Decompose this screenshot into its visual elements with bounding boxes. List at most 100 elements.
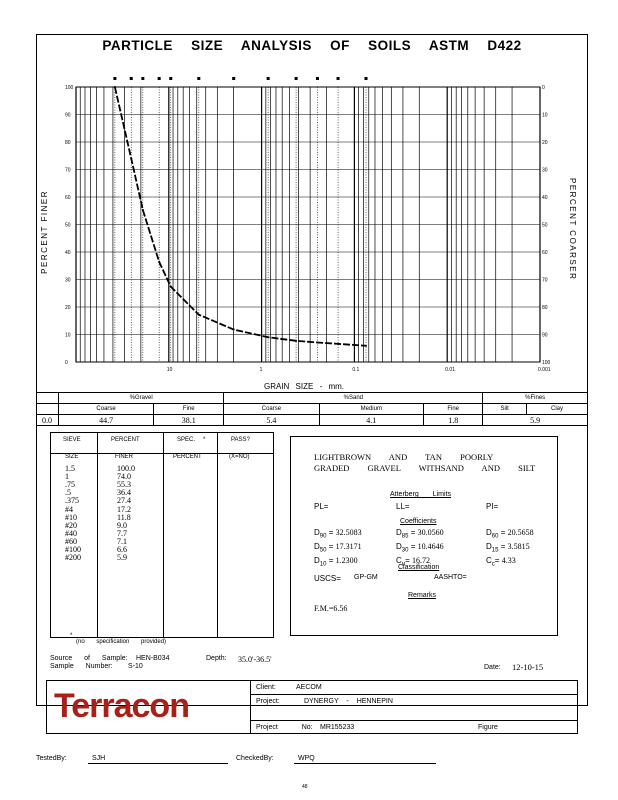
y-right-tick: 20 [542,140,548,146]
sieve-size: #100 [65,545,81,554]
sieve-size: #10 [65,512,77,522]
ll-label: LL= [396,502,410,511]
y-left-tick: 10 [65,333,71,339]
percent-header: PERCENT [111,437,140,443]
sieve-size: 1.5 [65,464,75,473]
data-point [141,208,144,211]
sieve-size: #40 [65,528,77,538]
data-point [337,342,340,345]
percent-finer: 5.9 [117,553,127,563]
sieve-marker [266,77,270,80]
size-header: SIZE [65,454,79,460]
pass-header: PASS? [231,437,250,443]
y-right-tick: 10 [542,113,548,119]
sieve-marker [169,77,173,80]
sieve-marker [141,77,145,80]
d10-value: 1.2300 [335,556,358,566]
source-value: HEN-B034 [136,655,170,662]
percent-finer: 55.3 [117,480,131,490]
sieve-size: #4 [65,504,73,514]
sub-header: Silt [482,403,528,415]
project-label: Project: [256,698,280,705]
x-tick: 0.001 [538,367,551,373]
pl-label: PL= [314,502,329,511]
coefficients-col1: D90 = 32.5083 D50 = 17.3171 D10 = 1.2300 [314,528,362,568]
header-fines: %Fines [482,392,588,404]
y-right-tick: 90 [542,333,548,339]
sieve-marker [315,77,319,80]
y-left-tick: 60 [65,195,71,201]
sieve-marker [129,77,133,80]
date-value: 12-10-15 [512,662,544,672]
value-sand-fine: 1.8 [423,414,484,426]
d90-value: 32.5083 [335,528,362,537]
data-point [158,260,161,263]
uscs-label: USCS= [314,574,341,583]
footnote-star: * [70,633,73,639]
percent-finer: 7.1 [117,536,127,546]
client-value: AECOM [296,684,322,691]
y-right-tick: 50 [542,223,548,229]
sub-header: Fine [423,403,484,415]
sub-header: Fine [153,403,225,415]
percent-finer: 74.0 [117,472,131,482]
footnote: (no specification provided) [76,639,167,645]
coefficients-heading: Coefficients [400,518,437,525]
value-sand-coarse: 5.4 [223,414,320,426]
header-sand: %Sand [223,392,484,404]
data-point [316,341,319,344]
y-right-tick: 80 [542,305,548,311]
d85-value: 30.0560 [417,528,444,537]
x-tick: 10 [167,367,173,373]
data-point [197,313,200,316]
company-logo: Terracon [54,687,190,725]
y-left-tick: 50 [65,223,71,229]
figure-label: Figure [478,724,498,731]
x-tick: 1 [260,367,263,373]
tested-by-label: TestedBy: [36,755,67,762]
percent-finer: 9.0 [117,520,127,530]
sieve-size: #200 [65,553,81,563]
value-gravel-fine: 38.1 [153,414,225,426]
y-axis-right-label: PERCENT COARSER [568,178,577,281]
sub-header: Clay [526,403,588,415]
sieve-marker [294,77,298,80]
percent-finer: 7.7 [117,528,127,538]
percent-finer: 36.4 [117,488,131,498]
gradation-breakdown-table: %Gravel %Sand %Fines Coarse Fine Coarse … [36,392,588,426]
footer-box [46,680,578,734]
star-header: * [203,437,206,443]
report-frame [36,34,588,706]
y-right-tick: 60 [542,250,548,256]
percent-finer: 100.0 [117,464,135,473]
project-no-value: MR155233 [320,724,355,731]
checked-by-label: CheckedBy: [236,755,274,762]
y-left-tick: 0 [65,360,68,366]
y-right-tick: 30 [542,168,548,174]
aashto-label: AASHTO= [434,574,467,581]
sieve-header: SIEVE [63,437,81,443]
sieve-marker [157,77,161,80]
uscs-value: GP-GM [354,574,378,581]
sub-header: Coarse [223,403,320,415]
y-left-tick: 90 [65,113,71,119]
cc-value: 4.33 [501,556,516,566]
sample-value: S-10 [128,663,143,670]
data-point [169,285,172,288]
sub-header: Coarse [57,403,155,415]
sieve-size: 1 [65,472,69,482]
data-point [267,336,270,339]
tested-by-value: SJH [92,755,106,762]
coefficients-col2: D85 = 30.0560 D30 = 10.4646 Cu= 16.72 [396,528,444,568]
percent-finer: 11.8 [117,512,131,522]
sieve-table: SIEVE PERCENT SPEC. * PASS? SIZE FINER P… [50,432,274,638]
y-left-tick: 100 [65,85,74,91]
date-label: Date: [484,664,501,671]
sieve-marker [232,77,236,80]
data-point [295,339,298,342]
source-label: Source of Sample: [50,655,128,662]
header-gravel: %Gravel [57,392,225,404]
data-point [113,86,116,88]
y-left-tick: 70 [65,168,71,174]
sieve-marker [336,77,340,80]
